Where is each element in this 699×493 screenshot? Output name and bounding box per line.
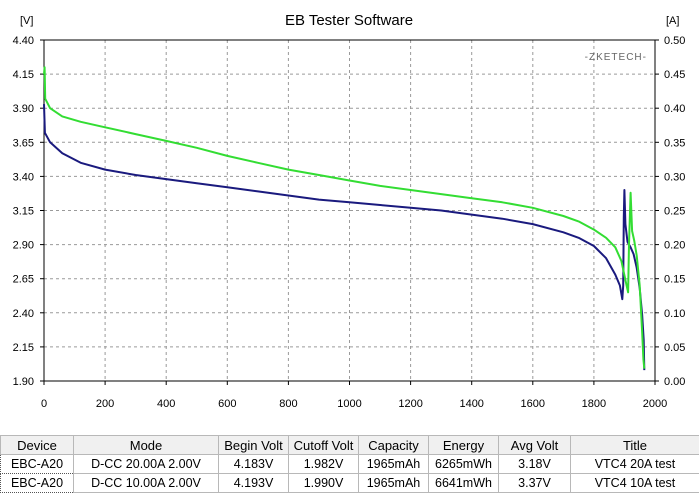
y-left-tick-label: 3.90 (13, 103, 34, 115)
header-device[interactable]: Device (0, 435, 74, 455)
capacity-cell: 1965mAh (358, 473, 429, 493)
axes: 4.40 4.15 3.90 3.65 3.40 3.15 2.90 2.65 2.40 2.15… (13, 35, 686, 410)
header-energy[interactable]: Energy (428, 435, 499, 455)
y-right-unit-label: [A] (666, 15, 679, 27)
table-row[interactable]: EBC-A20 D-CC 20.00A 2.00V 4.183V 1.982V … (0, 454, 699, 474)
y-right-tick-label: 0.15 (664, 274, 685, 286)
chart-title: EB Tester Software (285, 12, 413, 29)
capacity-cell: 1965mAh (358, 454, 429, 474)
mode-cell: D-CC 10.00A 2.00V (73, 473, 219, 493)
results-table: Device Mode Begin Volt Cutoff Volt Capac… (0, 435, 699, 493)
device-cell[interactable]: EBC-A20 (0, 454, 74, 474)
chart-area: EB Tester Software [V] [A] 4.40 4.15 3.90 3… (12, 12, 686, 410)
y-left-tick-label: 1.90 (13, 376, 34, 388)
y-right-tick-label: 0.25 (664, 206, 685, 218)
y-left-tick-label: 3.40 (13, 171, 34, 183)
begin-volt-cell: 4.193V (218, 473, 289, 493)
x-tick-label: 800 (279, 398, 297, 410)
y-left-tick-label: 2.90 (13, 240, 34, 252)
avg-volt-cell: 3.37V (498, 473, 571, 493)
table-row[interactable]: EBC-A20 D-CC 10.00A 2.00V 4.193V 1.990V … (0, 473, 699, 493)
x-tick-label: 0 (41, 398, 47, 410)
y-right-tick-label: 0.45 (664, 69, 685, 81)
x-tick-label: 1200 (398, 398, 422, 410)
x-tick-label: 1400 (459, 398, 483, 410)
header-mode[interactable]: Mode (73, 435, 219, 455)
device-cell[interactable]: EBC-A20 (0, 473, 74, 493)
series-lines (43, 66, 646, 371)
x-tick-label: 200 (96, 398, 114, 410)
discharge-chart: EB Tester Software [V] [A] 4.40 4.15 3.90 3… (12, 12, 686, 410)
y-right-tick-label: 0.05 (664, 342, 685, 354)
y-left-unit-label: [V] (20, 15, 33, 27)
plot-frame (43, 39, 656, 382)
y-left-tick-label: 2.15 (13, 342, 34, 354)
energy-cell: 6641mWh (428, 473, 499, 493)
x-tick-label: 1800 (582, 398, 606, 410)
x-tick-label: 2000 (643, 398, 667, 410)
header-capacity[interactable]: Capacity (358, 435, 429, 455)
y-left-tick-label: 4.15 (13, 69, 34, 81)
header-cutoff-volt[interactable]: Cutoff Volt (288, 435, 359, 455)
grid-lines (44, 40, 655, 381)
header-avg-volt[interactable]: Avg Volt (498, 435, 571, 455)
y-right-tick-label: 0.10 (664, 308, 685, 320)
y-left-tick-label: 4.40 (13, 35, 34, 47)
y-right-tick-label: 0.20 (664, 240, 685, 252)
results-header-row: Device Mode Begin Volt Cutoff Volt Capac… (0, 435, 699, 455)
y-left-tick-label: 2.65 (13, 274, 34, 286)
title-cell: VTC4 10A test (570, 473, 699, 493)
x-tick-label: 400 (157, 398, 175, 410)
y-right-tick-label: 0.50 (664, 35, 685, 47)
y-left-tick-label: 2.40 (13, 308, 34, 320)
y-right-tick-label: 0.00 (664, 376, 685, 388)
x-tick-label: 600 (218, 398, 236, 410)
brand-watermark: -ZKETECH- (585, 52, 647, 63)
avg-volt-cell: 3.18V (498, 454, 571, 474)
y-left-tick-label: 3.65 (13, 137, 34, 149)
energy-cell: 6265mWh (428, 454, 499, 474)
cutoff-volt-cell: 1.982V (288, 454, 359, 474)
series-line-2 (43, 66, 646, 369)
y-left-tick-label: 3.15 (13, 206, 34, 218)
cutoff-volt-cell: 1.990V (288, 473, 359, 493)
mode-cell: D-CC 20.00A 2.00V (73, 454, 219, 474)
title-cell: VTC4 20A test (570, 454, 699, 474)
begin-volt-cell: 4.183V (218, 454, 289, 474)
x-tick-label: 1000 (337, 398, 361, 410)
header-title[interactable]: Title (570, 435, 699, 455)
y-right-tick-label: 0.35 (664, 137, 685, 149)
header-begin-volt[interactable]: Begin Volt (218, 435, 289, 455)
x-tick-label: 1600 (521, 398, 545, 410)
y-right-tick-label: 0.30 (664, 171, 685, 183)
y-right-tick-label: 0.40 (664, 103, 685, 115)
